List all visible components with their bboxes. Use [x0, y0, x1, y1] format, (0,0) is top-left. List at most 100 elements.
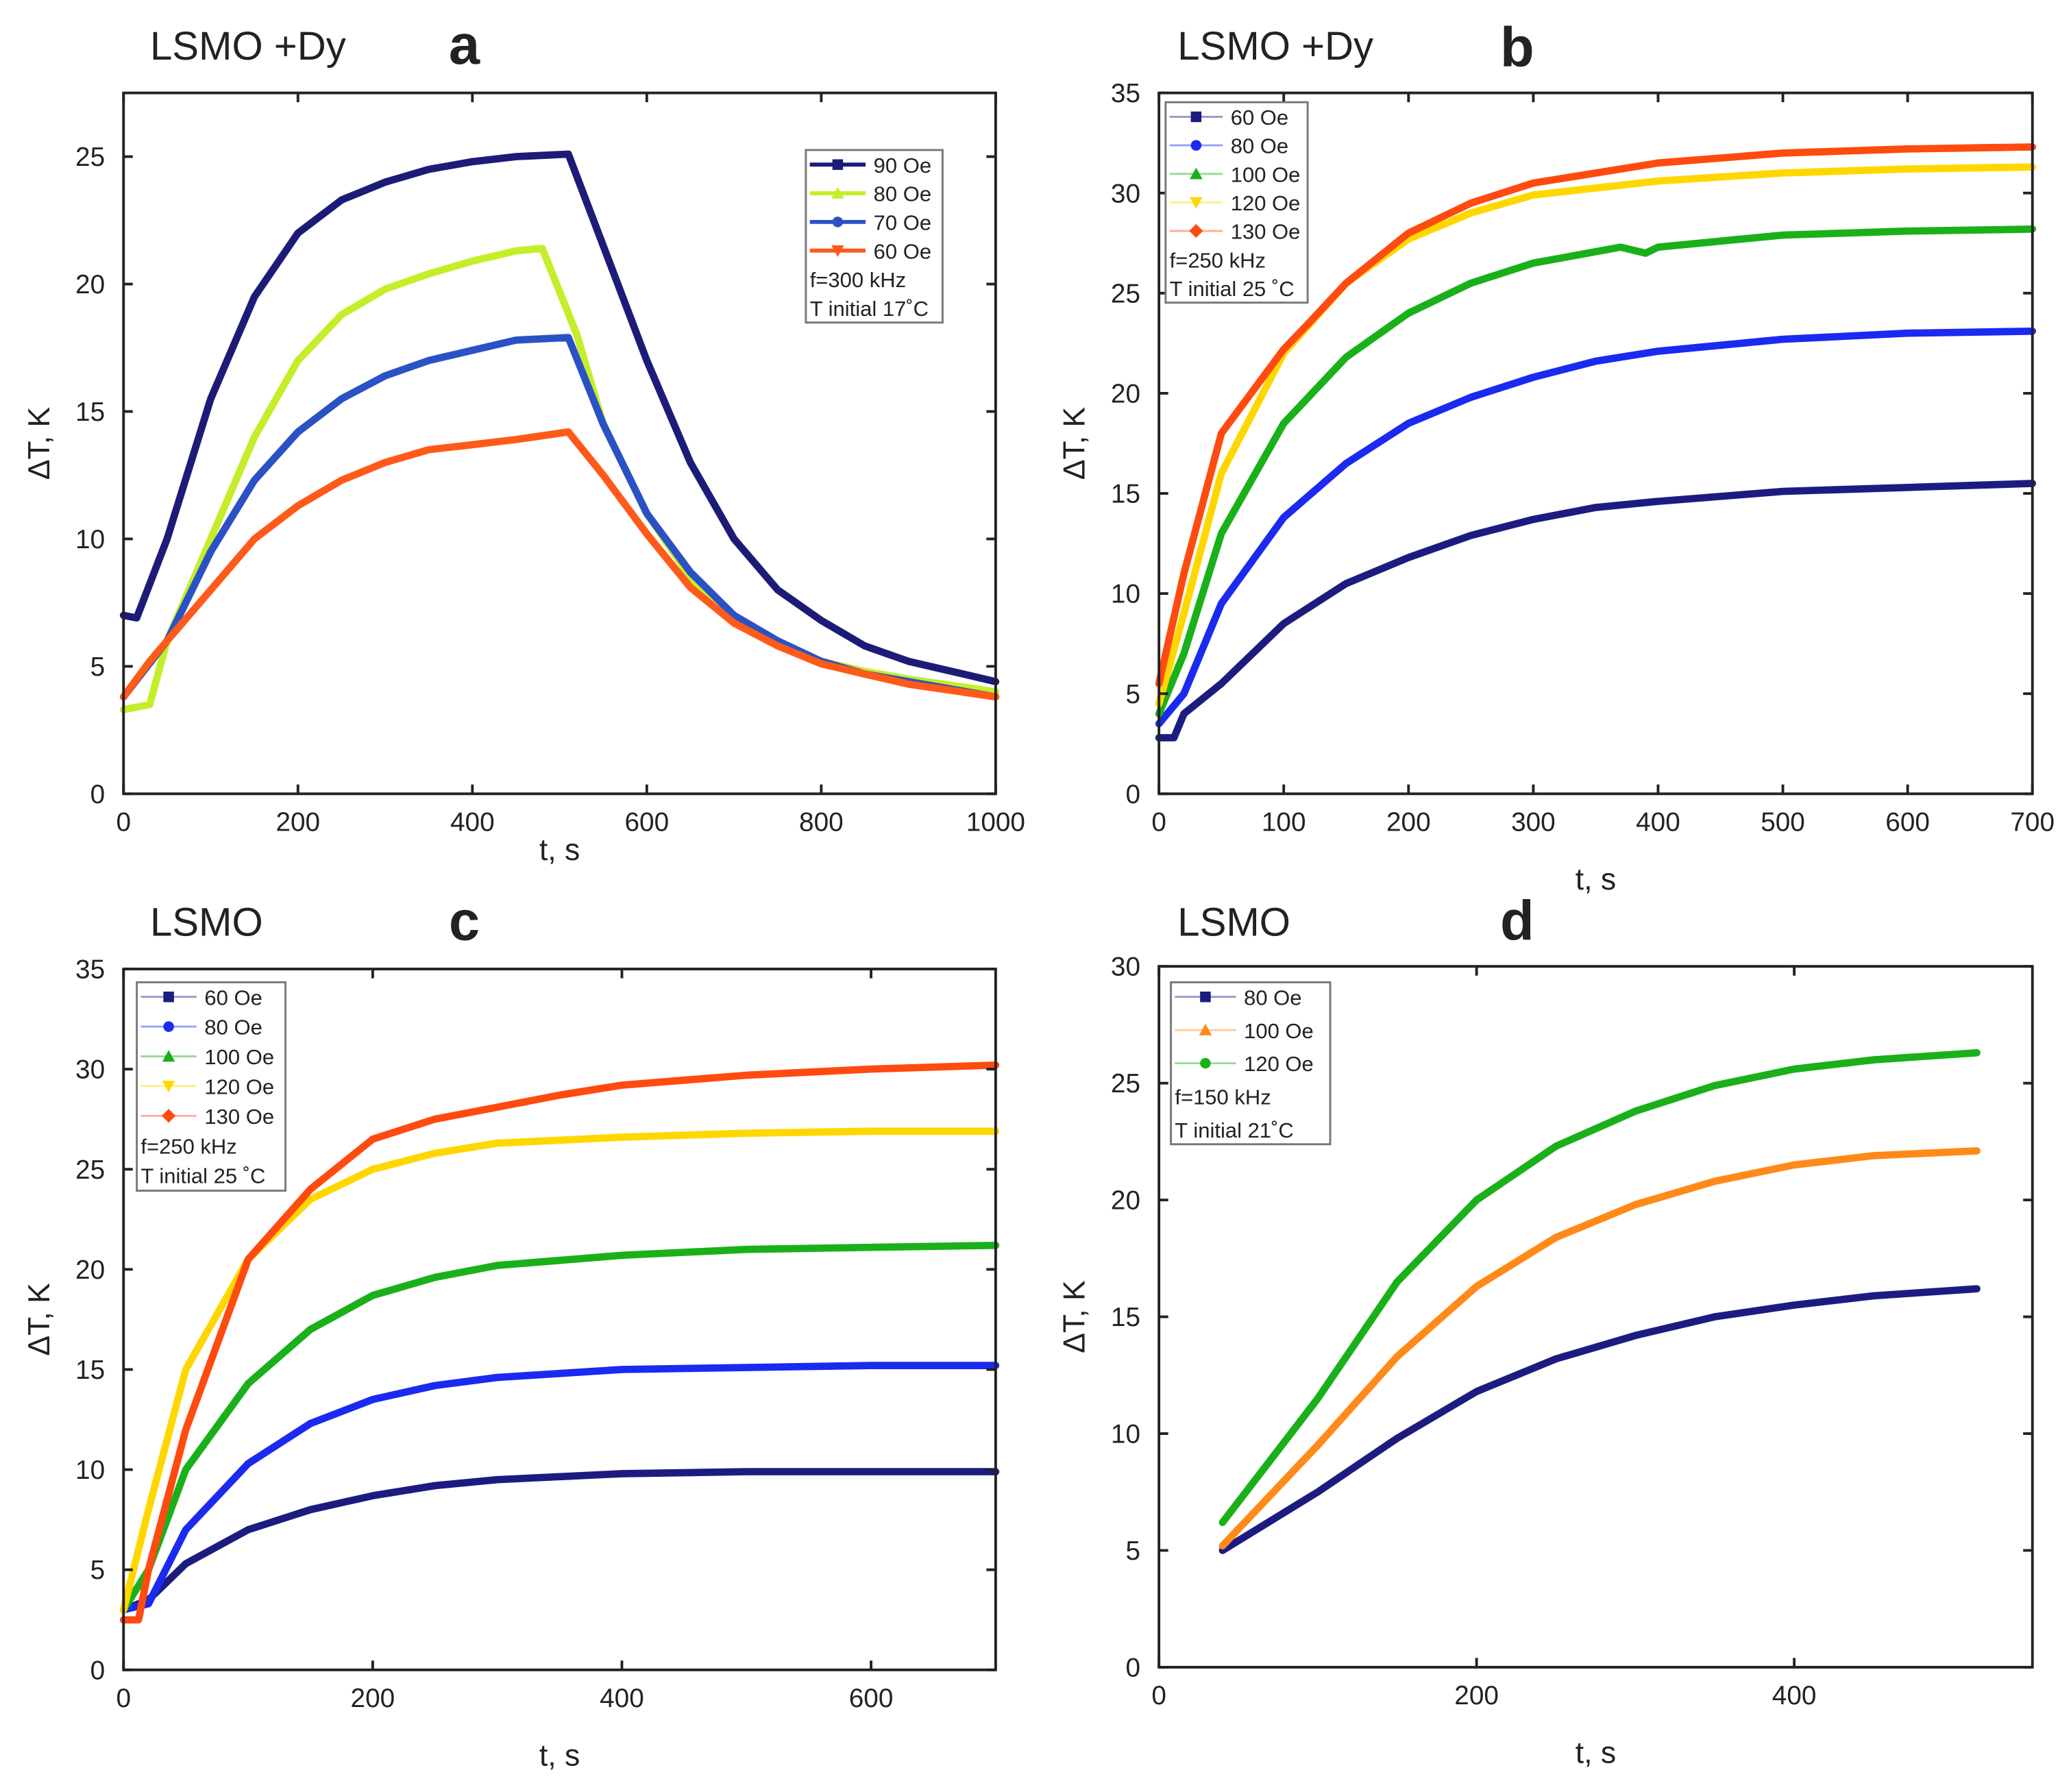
- series-line-120-oe: [1218, 1048, 1981, 1526]
- x-tick-label: 400: [600, 1684, 644, 1713]
- series-line-120-oe: [119, 1127, 1000, 1614]
- chart-d: 0 200 400 0 5 10 15 20 25 30 t, s ΔT, K 80 Oe 100 Oe 1…: [1058, 953, 2034, 1769]
- y-tick-label: 25: [1111, 279, 1140, 308]
- legend-marker-square: [163, 991, 174, 1003]
- y-tick-label: 10: [75, 1456, 105, 1485]
- y-axis-label: ΔT, K: [1058, 1280, 1092, 1353]
- legend-entry-label: 120 Oe: [1244, 1052, 1314, 1076]
- y-tick-label: 20: [1111, 379, 1140, 408]
- y-tick-label: 10: [75, 525, 105, 554]
- legend-marker-triangle: [831, 186, 844, 199]
- panel-label: a: [449, 14, 480, 76]
- legend-entry-label: 80 Oe: [1231, 134, 1288, 158]
- legend: 60 Oe 80 Oe 100 Oe 120 Oe 130 Oe f=250 kHz T i…: [136, 981, 287, 1192]
- y-tick-label: 35: [1111, 79, 1140, 108]
- y-axis-label: ΔT, K: [1058, 406, 1092, 480]
- legend-marker-square: [1200, 991, 1211, 1003]
- legend-marker-triangle-down: [1190, 197, 1203, 209]
- x-tick-label: 400: [1636, 808, 1680, 837]
- x-tick-label: 800: [799, 808, 844, 837]
- x-tick-label: 300: [1511, 808, 1556, 837]
- series-line-120-oe: [1155, 163, 2037, 708]
- x-tick-label: 500: [1761, 808, 1805, 837]
- y-tick-label: 25: [1111, 1069, 1140, 1098]
- plot-frame: [122, 91, 997, 796]
- legend-box: [136, 981, 287, 1192]
- chart-b: 0 100 200 300 400 500 600 700 0 5 10 15 20 25 30 35 t, s…: [1058, 79, 2055, 896]
- y-tick-label: 10: [1111, 1420, 1140, 1449]
- panel-label: b: [1500, 16, 1534, 79]
- panel-title: LSMO +Dy: [1177, 24, 1373, 69]
- legend-entry-label: 90 Oe: [874, 154, 931, 177]
- series-line-60-oe: [1155, 480, 2037, 741]
- x-tick-label: 0: [116, 1684, 131, 1713]
- plot-frame: [122, 968, 997, 1671]
- y-tick-label: 20: [75, 1255, 105, 1285]
- x-tick-label: 1000: [966, 808, 1025, 837]
- legend-entry-label: 100 Oe: [204, 1045, 274, 1069]
- panel-title: LSMO +Dy: [150, 24, 346, 69]
- series-line-100-oe: [1155, 225, 2037, 717]
- x-tick-label: 200: [1386, 808, 1431, 837]
- legend-box: [805, 149, 944, 324]
- legend: 90 Oe 80 Oe 70 Oe 60 Oe f=300 kHz T initial 1…: [805, 149, 944, 324]
- series-line-60-oe: [119, 428, 1000, 701]
- y-tick-label: 0: [1125, 1653, 1140, 1682]
- x-tick-label: 0: [116, 808, 131, 837]
- x-axis-label: t, s: [539, 833, 580, 867]
- series-line-100-oe: [1218, 1147, 1981, 1550]
- y-tick-label: 25: [75, 143, 105, 172]
- y-tick-label: 30: [75, 1055, 105, 1085]
- legend-note: f=300 kHz: [810, 268, 906, 292]
- legend-marker-circle: [1200, 1057, 1211, 1069]
- y-tick-label: 5: [90, 652, 106, 682]
- y-tick-label: 15: [1111, 480, 1140, 509]
- y-tick-label: 20: [1111, 1186, 1140, 1216]
- y-tick-label: 5: [90, 1556, 106, 1585]
- y-tick-label: 25: [75, 1155, 105, 1185]
- legend-marker-circle: [1190, 140, 1202, 151]
- legend-entry-label: 60 Oe: [204, 985, 262, 1009]
- legend-note: T initial 21˚C: [1175, 1118, 1293, 1142]
- y-tick-label: 35: [75, 955, 105, 985]
- y-tick-label: 0: [90, 780, 106, 809]
- legend-marker-triangle: [1199, 1023, 1212, 1035]
- legend-marker-diamond: [162, 1109, 176, 1123]
- x-tick-label: 100: [1262, 808, 1306, 837]
- y-axis-label: ΔT, K: [23, 406, 56, 480]
- legend-entry-label: 60 Oe: [874, 239, 931, 263]
- legend-entry-label: 130 Oe: [204, 1105, 274, 1129]
- series-line-80-oe: [1218, 1285, 1981, 1554]
- legend-box: [1170, 981, 1332, 1146]
- panel-c: LSMO c: [150, 889, 480, 952]
- legend-entry-label: 120 Oe: [1231, 191, 1301, 215]
- legend-entry-label: 60 Oe: [1231, 106, 1288, 130]
- panel-title: LSMO: [1177, 900, 1290, 945]
- legend-entry-label: 80 Oe: [1244, 985, 1301, 1009]
- y-tick-label: 0: [90, 1656, 106, 1685]
- x-tick-label: 200: [351, 1684, 395, 1713]
- y-tick-label: 5: [1125, 1536, 1140, 1566]
- legend-marker-circle: [163, 1021, 174, 1032]
- legend-note: f=150 kHz: [1175, 1085, 1271, 1109]
- legend-marker-square: [1190, 111, 1202, 123]
- plot-frame: [1157, 91, 2034, 796]
- panel-label: d: [1500, 889, 1534, 952]
- y-tick-label: 20: [75, 270, 105, 299]
- series-line-90-oe: [119, 150, 1000, 685]
- y-tick-label: 15: [1111, 1303, 1140, 1332]
- x-tick-label: 0: [1151, 808, 1166, 837]
- y-tick-label: 5: [1125, 680, 1140, 709]
- legend-box: [1164, 101, 1309, 304]
- legend-marker-square: [832, 159, 844, 170]
- x-tick-label: 400: [450, 808, 495, 837]
- y-tick-label: 15: [75, 397, 105, 427]
- panel-title: LSMO: [150, 900, 263, 945]
- panel-label: c: [449, 889, 480, 952]
- chart-c: 0 200 400 600 0 5 10 15 20 25 30 35 t, s ΔT, K 60 Oe 80…: [23, 955, 1000, 1772]
- x-tick-label: 0: [1151, 1681, 1166, 1710]
- y-tick-label: 30: [1111, 953, 1140, 982]
- y-tick-label: 0: [1125, 780, 1140, 809]
- x-tick-label: 600: [1885, 808, 1930, 837]
